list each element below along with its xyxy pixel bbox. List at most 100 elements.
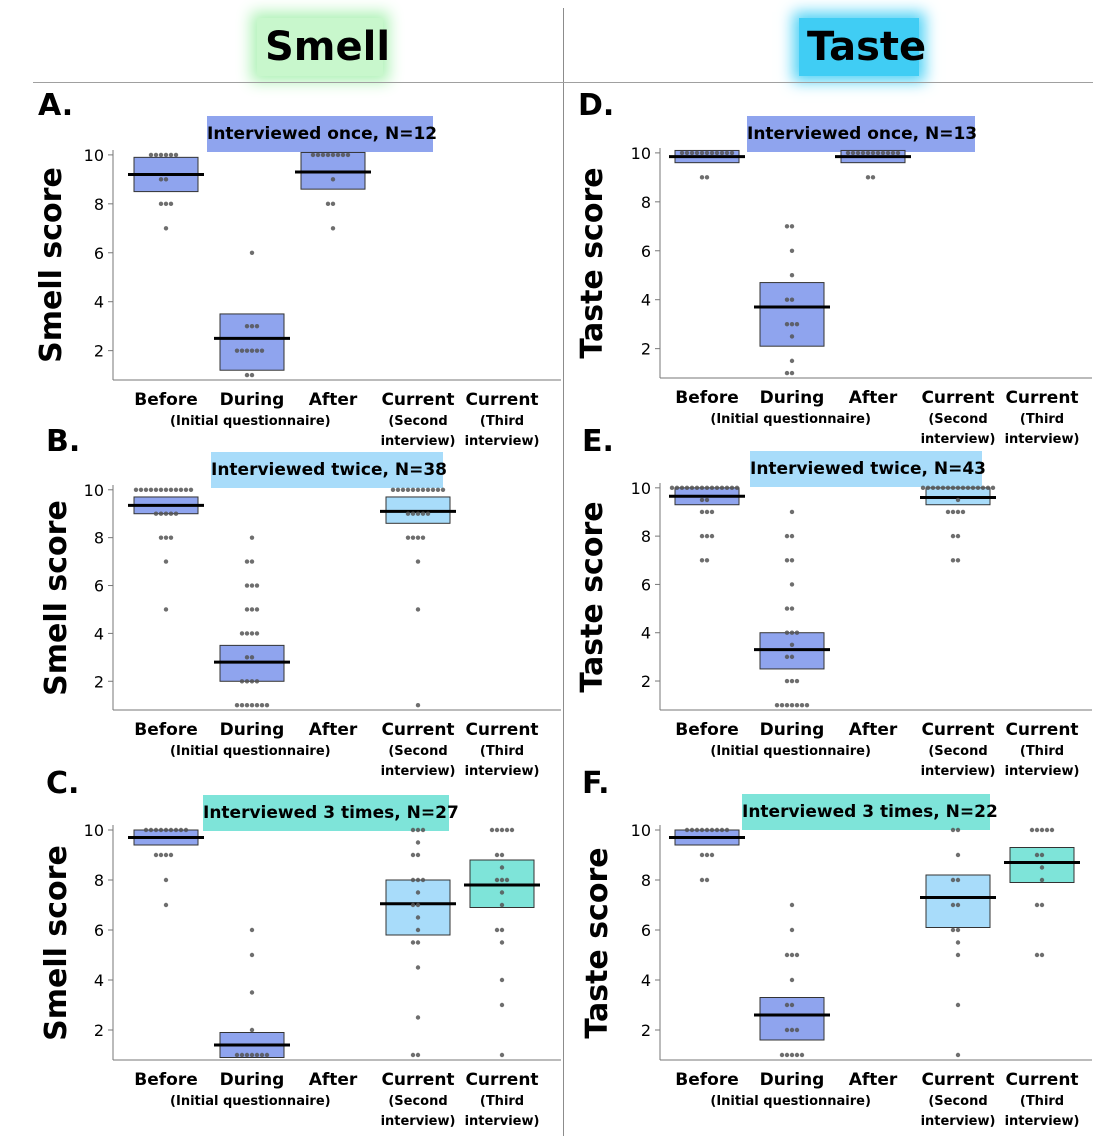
y-tick-label: 4 bbox=[641, 624, 651, 643]
score-box bbox=[1009, 847, 1075, 883]
data-point bbox=[920, 485, 926, 491]
data-point bbox=[249, 1027, 255, 1033]
data-point bbox=[259, 348, 265, 353]
y-axis-label-b: Smell score bbox=[39, 499, 74, 696]
y-axis-label-a: Smell score bbox=[34, 167, 69, 363]
data-point bbox=[784, 558, 790, 563]
data-point bbox=[158, 177, 164, 182]
data-point bbox=[945, 509, 951, 515]
header-divider bbox=[33, 82, 1093, 83]
x-sublabel-third: (Third bbox=[479, 414, 525, 429]
data-point bbox=[254, 607, 260, 612]
data-point bbox=[704, 150, 710, 156]
data-point bbox=[704, 558, 710, 563]
data-point bbox=[264, 703, 270, 708]
group-banner-d: Interviewed once, N=13 bbox=[747, 116, 977, 152]
data-point bbox=[249, 348, 255, 353]
y-tick-label: 10 bbox=[631, 479, 651, 498]
data-point bbox=[704, 827, 710, 833]
data-point bbox=[415, 915, 421, 920]
x-label-current-second: Current bbox=[381, 1070, 455, 1090]
data-point bbox=[259, 703, 265, 708]
panel-letter-b: B. bbox=[46, 424, 81, 459]
data-point bbox=[163, 877, 169, 883]
data-point bbox=[244, 559, 250, 564]
data-point bbox=[789, 654, 795, 660]
group-banner-c: Interviewed 3 times, N=27 bbox=[203, 795, 459, 831]
data-point bbox=[239, 631, 245, 636]
data-point bbox=[163, 535, 169, 540]
data-point bbox=[885, 150, 891, 156]
y-tick-label: 4 bbox=[94, 971, 104, 990]
data-point bbox=[784, 370, 790, 376]
data-point bbox=[405, 487, 411, 492]
data-point bbox=[789, 297, 795, 302]
data-point bbox=[699, 497, 705, 503]
plot-area-b: 2 4 6 8 10 bbox=[84, 481, 561, 711]
x-label-current-third: Current bbox=[1005, 720, 1079, 740]
data-point bbox=[784, 702, 790, 708]
x-label-during: During bbox=[219, 390, 285, 410]
data-point bbox=[789, 630, 795, 635]
data-point bbox=[684, 150, 690, 156]
data-point bbox=[168, 487, 174, 492]
data-point bbox=[415, 840, 421, 845]
data-point bbox=[168, 152, 174, 158]
data-point bbox=[499, 877, 505, 883]
y-tick-label: 8 bbox=[641, 871, 651, 890]
data-point bbox=[784, 1002, 790, 1008]
y-tick-label: 8 bbox=[94, 529, 104, 548]
data-point bbox=[410, 852, 416, 858]
data-point bbox=[930, 485, 936, 491]
plot-area-f: 2 4 6 8 10 bbox=[631, 821, 1092, 1061]
data-point bbox=[410, 1052, 416, 1058]
data-point bbox=[425, 511, 431, 516]
data-point bbox=[410, 535, 416, 540]
data-point bbox=[415, 965, 421, 970]
data-point bbox=[234, 1052, 240, 1058]
data-point bbox=[789, 509, 795, 515]
data-point bbox=[789, 273, 795, 278]
data-point bbox=[158, 487, 164, 492]
data-point bbox=[694, 827, 700, 833]
data-point bbox=[789, 334, 795, 339]
x-sublabel-third-2: interview) bbox=[1004, 764, 1080, 779]
x-sublabel-third: (Third bbox=[1019, 1094, 1065, 1109]
data-point bbox=[955, 927, 961, 933]
data-point bbox=[870, 175, 876, 180]
data-point bbox=[860, 150, 866, 156]
data-point bbox=[244, 607, 250, 612]
group-banner-e: Interviewed twice, N=43 bbox=[750, 451, 986, 487]
data-point bbox=[689, 827, 695, 833]
data-point bbox=[990, 485, 996, 491]
y-tick-label: 2 bbox=[94, 1021, 104, 1040]
data-point bbox=[1034, 827, 1040, 833]
x-label-during: During bbox=[759, 388, 825, 408]
x-label-current-third: Current bbox=[465, 1070, 539, 1090]
data-point bbox=[1034, 902, 1040, 908]
y-tick-label: 6 bbox=[641, 921, 651, 940]
data-point bbox=[985, 485, 991, 491]
data-point bbox=[789, 558, 795, 563]
data-point bbox=[1034, 852, 1040, 858]
data-point bbox=[965, 485, 971, 491]
data-point bbox=[950, 485, 956, 491]
data-point bbox=[709, 533, 715, 539]
data-point bbox=[168, 201, 174, 207]
data-point bbox=[950, 509, 956, 515]
data-point bbox=[1029, 827, 1035, 833]
data-point bbox=[494, 927, 500, 933]
data-point bbox=[499, 977, 505, 983]
x-sublabel-second-2: interview) bbox=[920, 432, 996, 447]
data-point bbox=[789, 977, 795, 983]
data-point bbox=[415, 852, 421, 858]
data-point bbox=[395, 487, 401, 492]
x-sublabel-third-2: interview) bbox=[1004, 432, 1080, 447]
y-axis-label-f: Taste score bbox=[580, 846, 615, 1039]
data-point bbox=[1049, 827, 1055, 833]
data-point bbox=[415, 1052, 421, 1058]
data-point bbox=[694, 150, 700, 156]
data-point bbox=[789, 358, 795, 364]
data-point bbox=[158, 152, 164, 158]
data-point bbox=[955, 902, 961, 908]
